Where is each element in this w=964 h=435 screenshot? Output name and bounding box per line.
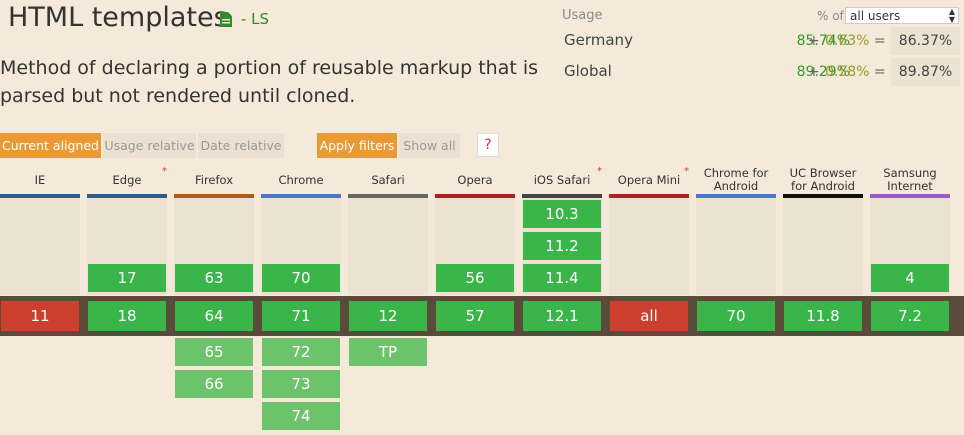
- current-version-cell[interactable]: 7.2: [871, 301, 949, 331]
- version-cell[interactable]: 11.2: [523, 232, 601, 260]
- usage-plus: +: [808, 33, 820, 49]
- version-cell[interactable]: 11.4: [523, 264, 601, 292]
- browser-name-edge[interactable]: Edge: [112, 172, 142, 187]
- version-cell[interactable]: 63: [175, 264, 253, 292]
- future-version-cell[interactable]: 66: [175, 370, 253, 398]
- note-star-icon: *: [597, 166, 602, 177]
- users-select-value: all users: [850, 9, 901, 23]
- percent-of-label: % of: [817, 9, 844, 23]
- browser-color-bar: [609, 194, 689, 198]
- browser-name-chrome-for-android[interactable]: Chrome for Android: [703, 166, 769, 193]
- date-relative-button[interactable]: Date relative: [198, 133, 284, 158]
- browser-name-opera-mini[interactable]: Opera Mini: [617, 172, 681, 187]
- usage-total: 86.37%: [891, 27, 960, 55]
- browser-color-bar: [174, 194, 254, 198]
- future-version-cell[interactable]: 72: [262, 338, 340, 366]
- future-version-cell[interactable]: 73: [262, 370, 340, 398]
- feature-description: Method of declaring a portion of reusabl…: [0, 57, 539, 107]
- current-aligned-button[interactable]: Current aligned: [0, 133, 101, 158]
- browser-name-uc-browser-for-android[interactable]: UC Browser for Android: [789, 166, 857, 193]
- page-title: HTML templates: [8, 2, 228, 33]
- usage-label: Usage: [562, 8, 603, 23]
- current-version-cell[interactable]: 70: [697, 301, 775, 331]
- usage-row-global: Global 89.29% + 0.58% = 89.87%: [564, 58, 960, 86]
- browser-name-ios-safari[interactable]: iOS Safari: [533, 172, 591, 187]
- note-star-icon: *: [684, 166, 689, 177]
- usage-row-germany: Germany 85.74% + 0.63% = 86.37%: [564, 27, 960, 55]
- browser-color-bar: [783, 194, 863, 198]
- show-all-button[interactable]: Show all: [399, 133, 460, 158]
- usage-total: 89.87%: [891, 58, 960, 86]
- usage-country: Germany: [564, 31, 633, 49]
- usage-partial-support: 0.58%: [825, 64, 870, 80]
- browser-column-background: [0, 198, 80, 295]
- browser-color-bar: [348, 194, 428, 198]
- current-version-cell[interactable]: 12: [349, 301, 427, 331]
- browser-column-background: [783, 198, 863, 295]
- current-version-cell[interactable]: 64: [175, 301, 253, 331]
- users-select[interactable]: all users ▲ ▼: [845, 7, 959, 24]
- current-version-cell[interactable]: 57: [436, 301, 514, 331]
- help-button[interactable]: ?: [477, 133, 499, 157]
- usage-equals: =: [874, 33, 886, 49]
- current-version-cell[interactable]: 11.8: [784, 301, 862, 331]
- browser-color-bar: [870, 194, 950, 198]
- browser-color-bar: [261, 194, 341, 198]
- current-version-cell[interactable]: 11: [1, 301, 79, 331]
- browser-color-bar: [435, 194, 515, 198]
- document-icon[interactable]: [220, 12, 232, 27]
- browser-name-chrome[interactable]: Chrome: [278, 172, 324, 187]
- usage-relative-button[interactable]: Usage relative: [103, 133, 196, 158]
- future-version-cell[interactable]: 74: [262, 402, 340, 430]
- current-version-cell[interactable]: 12.1: [523, 301, 601, 331]
- browser-color-bar: [696, 194, 776, 198]
- browser-name-safari[interactable]: Safari: [371, 172, 405, 187]
- current-version-cell[interactable]: 71: [262, 301, 340, 331]
- browser-column-background: [696, 198, 776, 295]
- select-arrows-icon: ▲ ▼: [948, 7, 955, 24]
- version-cell[interactable]: 4: [871, 264, 949, 292]
- browser-name-ie[interactable]: IE: [34, 172, 46, 187]
- browser-color-bar: [0, 194, 80, 198]
- version-cell[interactable]: 56: [436, 264, 514, 292]
- usage-partial-support: 0.63%: [825, 33, 870, 49]
- version-cell[interactable]: 17: [88, 264, 166, 292]
- usage-full-support: 89.29%: [796, 64, 850, 80]
- note-star-icon: *: [162, 166, 167, 177]
- usage-country: Global: [564, 62, 612, 80]
- browser-name-opera[interactable]: Opera: [457, 172, 493, 187]
- future-version-cell[interactable]: 65: [175, 338, 253, 366]
- usage-plus: +: [808, 64, 820, 80]
- version-cell[interactable]: 10.3: [523, 200, 601, 228]
- browser-name-samsung-internet[interactable]: Samsung Internet: [883, 166, 937, 193]
- browser-color-bar: [522, 194, 602, 198]
- browser-color-bar: [87, 194, 167, 198]
- browser-name-firefox[interactable]: Firefox: [194, 172, 234, 187]
- apply-filters-button[interactable]: Apply filters: [317, 133, 397, 158]
- future-version-cell[interactable]: TP: [349, 338, 427, 366]
- usage-equals: =: [874, 64, 886, 80]
- browser-column-background: [609, 198, 689, 295]
- living-standard-link[interactable]: - LS: [241, 10, 270, 28]
- version-cell[interactable]: 70: [262, 264, 340, 292]
- current-version-cell[interactable]: 18: [88, 301, 166, 331]
- browser-column-background: [348, 198, 428, 295]
- usage-full-support: 85.74%: [796, 33, 850, 49]
- current-version-cell[interactable]: all: [610, 301, 688, 331]
